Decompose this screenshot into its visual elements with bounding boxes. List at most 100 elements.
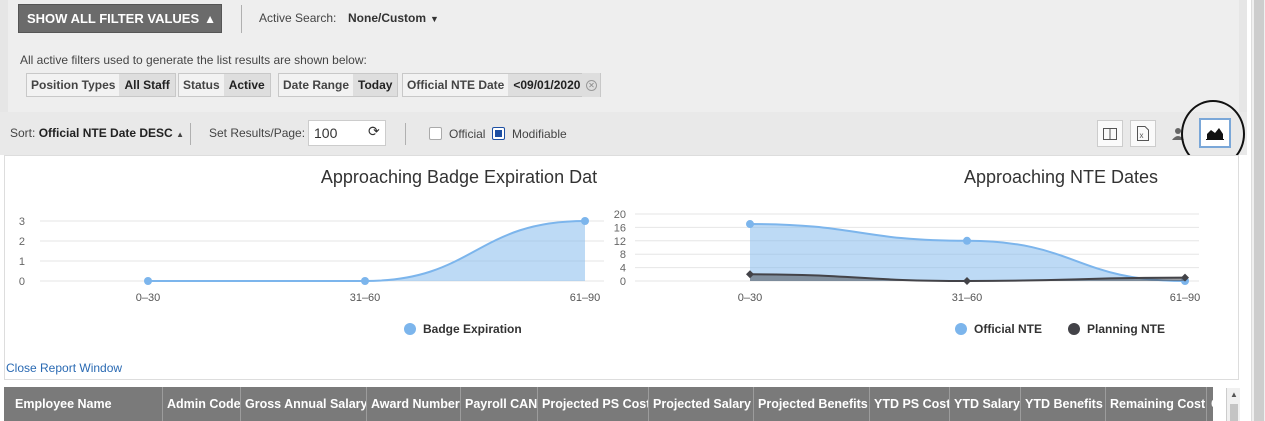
results-per-page-input[interactable]: 100	[308, 120, 386, 146]
filter-chip-official-nte-date[interactable]: Official NTE Date <09/01/2020 ✕	[402, 73, 602, 97]
x-tick-label: 31–60	[952, 292, 983, 304]
filter-chip-value: Today	[353, 74, 398, 96]
modifiable-checkbox[interactable]	[492, 127, 505, 140]
data-point[interactable]	[963, 236, 971, 245]
filter-chip-position-types[interactable]: Position Types All Staff	[26, 73, 176, 97]
badge-expiration-chart: 0 1 2 3 0–30 31–60 61–90 Badge Expiration	[19, 216, 604, 336]
column-header[interactable]: YTD PS Cost	[869, 387, 949, 421]
data-point[interactable]	[581, 217, 589, 225]
close-icon: ✕	[585, 79, 597, 91]
column-header[interactable]: Cu	[1206, 387, 1218, 421]
y-tick-label: 2	[19, 236, 25, 248]
column-header[interactable]: Award Number	[366, 387, 460, 421]
x-tick-label: 0–30	[136, 292, 160, 304]
filter-chip-value: Active	[223, 74, 270, 96]
y-tick-label: 4	[620, 263, 626, 275]
filter-chip-date-range[interactable]: Date Range Today	[278, 73, 399, 97]
series-area	[750, 224, 1185, 281]
table-header	[4, 387, 1213, 421]
sort-value: Official NTE Date DESC	[38, 126, 173, 140]
divider	[190, 123, 191, 145]
data-point[interactable]	[746, 220, 754, 229]
charts-svg: Approaching Badge Expiration Dat Approac…	[19, 167, 1201, 336]
page-scrollbar[interactable]	[1251, 0, 1265, 421]
show-all-filter-values-button[interactable]: SHOW ALL FILTER VALUES ▲	[18, 4, 222, 33]
set-results-label: Set Results/Page:	[209, 126, 306, 140]
x-tick-label: 61–90	[570, 292, 601, 304]
data-point[interactable]	[361, 277, 369, 285]
sort-ascending-icon: ▲	[176, 130, 184, 139]
legend-item[interactable]: Badge Expiration	[423, 322, 522, 336]
chart-title: Approaching Badge Expiration Dat	[321, 167, 597, 187]
filter-chip-value: <09/01/2020	[508, 74, 583, 96]
caret-down-icon: ▼	[430, 14, 439, 24]
column-header[interactable]: Projected Salary	[648, 387, 753, 421]
divider	[405, 123, 406, 145]
legend-item[interactable]: Official NTE	[974, 322, 1042, 336]
y-tick-label: 20	[614, 209, 626, 221]
sort-dropdown[interactable]: Sort: Official NTE Date DESC ▲	[10, 126, 184, 140]
y-tick-label: 12	[614, 236, 626, 248]
sort-label: Sort:	[10, 126, 36, 140]
official-checkbox[interactable]	[429, 127, 442, 140]
y-tick-label: 0	[19, 276, 25, 288]
column-header[interactable]: Gross Annual Salary	[240, 387, 366, 421]
refresh-icon[interactable]: ⟳	[368, 123, 380, 139]
active-search-dropdown[interactable]: None/Custom ▼	[348, 11, 439, 25]
close-report-window-link[interactable]: Close Report Window	[6, 361, 123, 375]
legend-item[interactable]: Planning NTE	[1087, 322, 1165, 336]
filters-note: All active filters used to generate the …	[20, 53, 367, 67]
divider	[241, 5, 242, 33]
x-tick-label: 31–60	[350, 292, 381, 304]
y-tick-label: 8	[620, 249, 626, 261]
page-scroll-thumb[interactable]	[1254, 0, 1264, 421]
show-all-filter-values-label: SHOW ALL FILTER VALUES	[27, 11, 200, 26]
official-label: Official	[449, 127, 486, 141]
remove-filter-button[interactable]: ✕	[582, 73, 601, 97]
filter-chip-value: All Staff	[119, 74, 175, 96]
scroll-thumb[interactable]	[1230, 404, 1238, 421]
filter-chip-key: Position Types	[31, 78, 116, 92]
filter-chip-key: Official NTE Date	[407, 78, 505, 92]
results-toolbar	[0, 112, 1247, 155]
active-search-label: Active Search:	[259, 11, 337, 25]
column-header[interactable]: Admin Code	[162, 387, 240, 421]
y-tick-label: 1	[19, 256, 25, 268]
legend-marker	[955, 323, 967, 335]
active-search-value: None/Custom	[348, 11, 426, 25]
y-tick-label: 16	[614, 222, 626, 234]
y-tick-label: 0	[620, 276, 626, 288]
excel-export-button[interactable]: x	[1130, 120, 1156, 147]
column-header[interactable]: YTD Salary	[949, 387, 1020, 421]
data-point[interactable]	[963, 277, 971, 285]
table-scrollbar[interactable]: ▲	[1226, 388, 1240, 421]
column-header[interactable]: YTD Benefits	[1020, 387, 1105, 421]
legend-marker	[1068, 323, 1080, 335]
series-area	[148, 221, 585, 281]
x-tick-label: 0–30	[738, 292, 762, 304]
column-header[interactable]: Projected PS Cost	[537, 387, 648, 421]
data-point[interactable]	[746, 270, 754, 279]
filter-chip-status[interactable]: Status Active	[178, 73, 271, 97]
column-header[interactable]: Employee Name	[15, 397, 112, 411]
column-header[interactable]: Remaining Cost	[1105, 387, 1206, 421]
column-header[interactable]: Projected Benefits	[753, 387, 869, 421]
chevron-up-icon: ▲	[204, 11, 217, 26]
columns-icon	[1103, 127, 1117, 140]
legend-marker	[404, 323, 416, 335]
data-point[interactable]	[144, 277, 152, 285]
data-point[interactable]	[1181, 273, 1189, 282]
filter-chip-key: Date Range	[283, 78, 350, 92]
charts-panel: Approaching Badge Expiration Dat Approac…	[4, 155, 1239, 380]
excel-export-icon: x	[1137, 126, 1149, 141]
modifiable-label: Modifiable	[512, 127, 567, 141]
chart-title: Approaching NTE Dates	[964, 167, 1158, 187]
column-header[interactable]: Payroll CAN	[460, 387, 537, 421]
filter-chip-key: Status	[183, 78, 220, 92]
scroll-up-icon: ▲	[1230, 390, 1238, 399]
y-tick-label: 3	[19, 216, 25, 228]
columns-button[interactable]	[1097, 120, 1123, 147]
svg-text:x: x	[1140, 131, 1144, 140]
x-tick-label: 61–90	[1170, 292, 1201, 304]
